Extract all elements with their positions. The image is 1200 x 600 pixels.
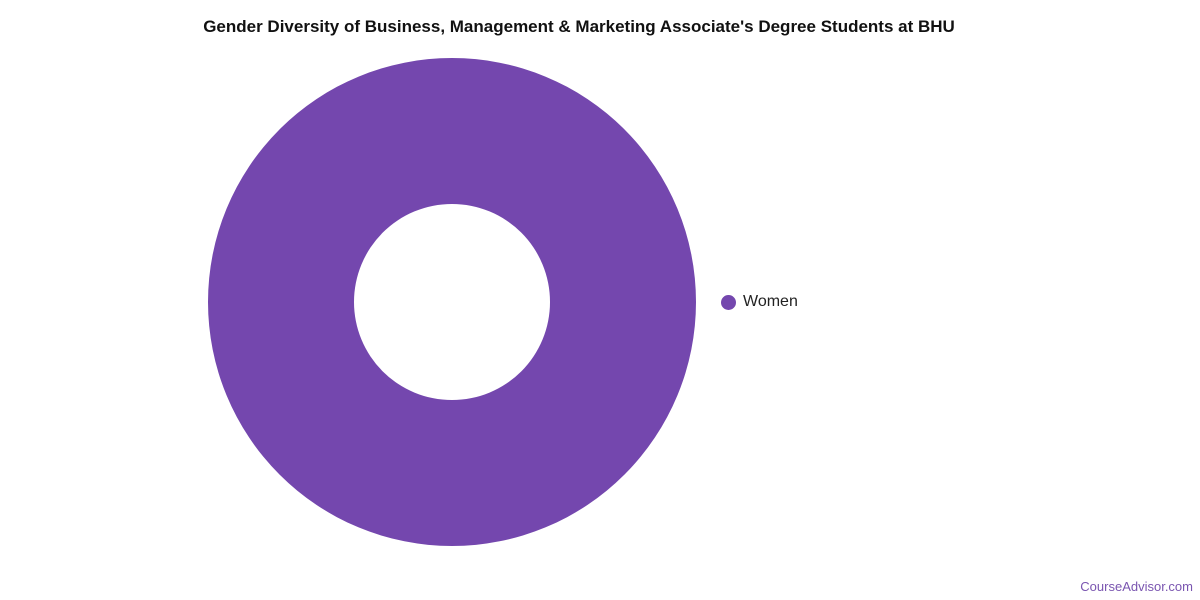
credit-link[interactable]: CourseAdvisor.com [1080,579,1193,594]
legend-label: Women [743,293,798,310]
chart-title: Gender Diversity of Business, Management… [203,17,955,36]
legend-swatch [721,294,736,310]
donut-slice-women [208,58,696,546]
legend-item[interactable]: Women [721,293,798,311]
legend: Women [721,293,798,311]
